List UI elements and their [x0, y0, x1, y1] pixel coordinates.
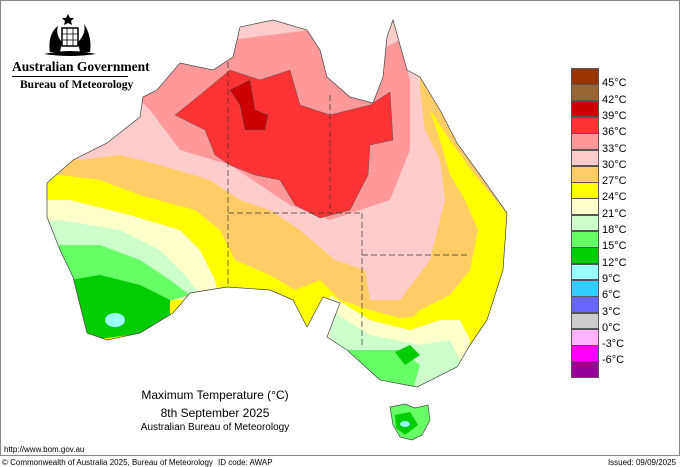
id-code: ID code: AWAP [218, 458, 273, 467]
issued-date: Issued: 09/09/2025 [607, 458, 676, 467]
legend-label: 36°C [602, 126, 627, 139]
legend-swatch [571, 214, 599, 232]
logo-divider [12, 76, 128, 77]
legend-swatch [571, 279, 599, 297]
legend-label: 3°C [602, 305, 621, 318]
state-borders [227, 62, 470, 345]
legend-label: 15°C [602, 240, 627, 253]
legend-label: 30°C [602, 158, 627, 171]
legend-swatch [571, 149, 599, 167]
coat-of-arms-icon [44, 14, 96, 56]
legend-label: 27°C [602, 175, 627, 188]
legend-swatch [571, 296, 599, 313]
legend-label: 42°C [602, 93, 627, 106]
band-39-42 [229, 79, 269, 131]
legend-label: 24°C [602, 191, 627, 204]
legend-label: 6°C [602, 289, 621, 302]
map-date: 8th September 2025 [160, 406, 270, 420]
legend-swatch [571, 312, 599, 330]
legend-label: 33°C [602, 142, 627, 155]
legend-label: 12°C [602, 256, 627, 269]
legend-label: 9°C [602, 272, 621, 285]
band-36-39 [174, 69, 394, 219]
agency-name: Bureau of Meteorology [20, 79, 134, 91]
band-9-12 [105, 313, 125, 327]
legend-label: 21°C [602, 207, 627, 220]
legend-swatch [571, 100, 599, 118]
legend-swatch [571, 116, 599, 134]
legend-swatch [571, 133, 599, 150]
legend-swatch [571, 68, 599, 85]
legend-swatch [571, 182, 599, 199]
australia-temperature-map [46, 18, 508, 441]
legend-swatch [571, 263, 599, 281]
legend-swatch [571, 247, 599, 265]
legend-label: -3°C [602, 338, 625, 351]
legend-label: -6°C [602, 354, 625, 367]
website-link[interactable]: http://www.bom.gov.au [4, 445, 85, 454]
legend-swatch [571, 231, 599, 248]
legend-swatch [571, 361, 599, 379]
mainland [47, 20, 507, 387]
map-title: Maximum Temperature (°C) [141, 388, 289, 402]
map-credit: Australian Bureau of Meteorology [140, 422, 290, 433]
legend-swatch [571, 328, 599, 346]
band-12-15 [70, 275, 420, 365]
legend-swatch [571, 345, 599, 362]
copyright-text: © Commonwealth of Australia 2025, Bureau… [2, 458, 213, 467]
legend-label: 39°C [602, 109, 627, 122]
legend-label: 18°C [602, 224, 627, 236]
legend-label: 0°C [602, 321, 621, 334]
legend-swatch [571, 84, 599, 102]
legend-swatch [571, 198, 599, 216]
coastline [46, 18, 508, 388]
legend-swatch [571, 165, 599, 183]
legend-label: 45°C [602, 77, 627, 90]
government-name: Australian Government [12, 59, 150, 74]
